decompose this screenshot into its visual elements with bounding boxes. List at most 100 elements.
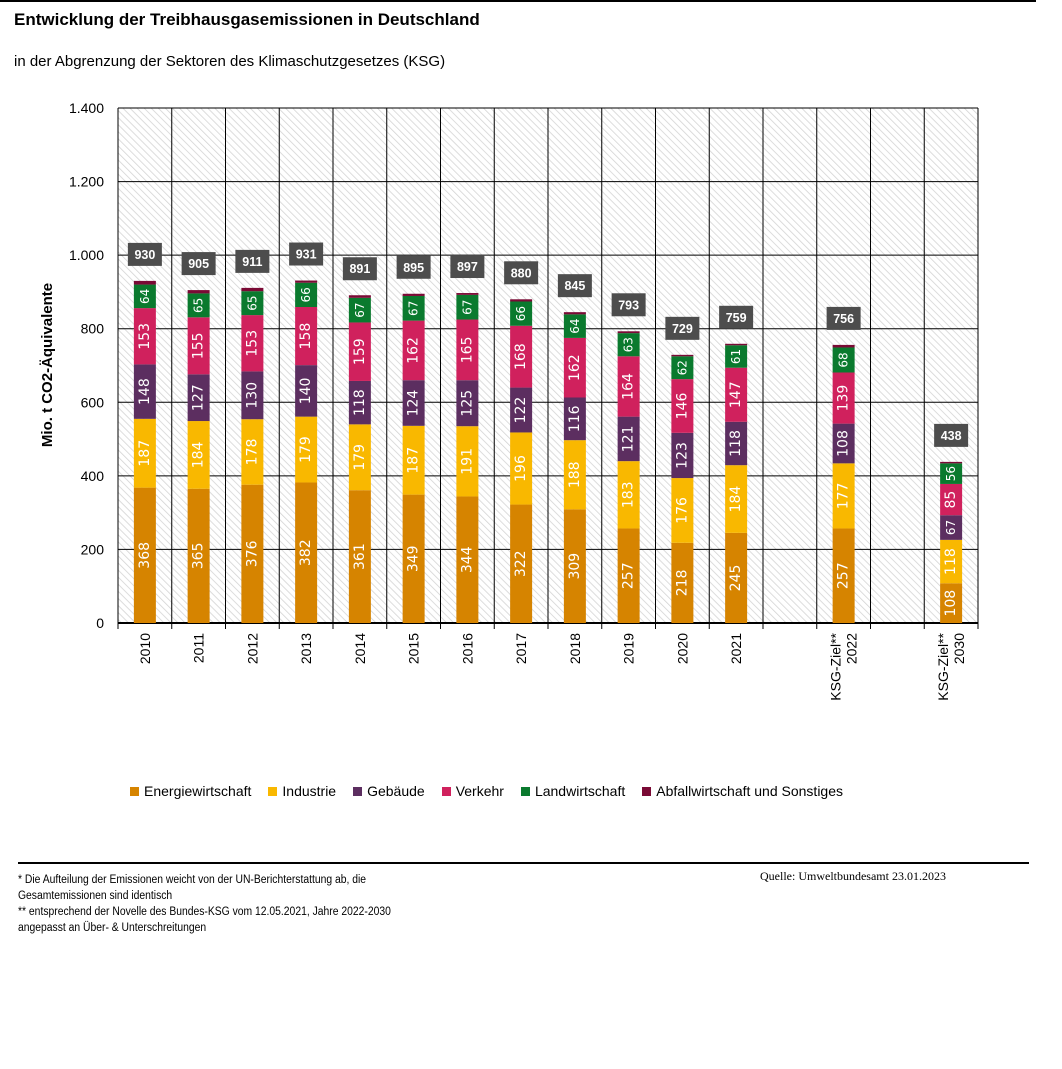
- data-label: 118: [352, 389, 368, 416]
- y-tick-label: 800: [81, 321, 105, 337]
- data-label: 85: [943, 491, 959, 509]
- footnote-line: * Die Aufteilung der Emissionen weicht v…: [18, 874, 367, 886]
- bar-segment-verkehr: [241, 315, 264, 372]
- total-label: 930: [134, 248, 155, 262]
- bar-segment-landwirtschaft: [241, 291, 264, 316]
- legend-swatch: [520, 786, 530, 796]
- data-label: 121: [621, 426, 637, 453]
- bar-segment-energiewirtschaft: [348, 490, 371, 623]
- legend-label: Verkehr: [455, 783, 504, 799]
- data-label: 165: [459, 336, 475, 363]
- x-tick-label: 2012: [244, 633, 260, 664]
- bar-segment-gebäude: [187, 374, 210, 422]
- data-label: 148: [137, 378, 153, 405]
- data-label: 61: [729, 349, 743, 364]
- total-label: 793: [618, 298, 639, 312]
- bar-segment-gebäude: [510, 387, 533, 433]
- data-label: 155: [191, 332, 207, 359]
- bar-segment-landwirtschaft: [348, 297, 371, 323]
- x-tick-label: 2030: [951, 633, 967, 664]
- data-label: 124: [406, 390, 422, 417]
- data-label: 177: [836, 483, 852, 510]
- bar-segment-verkehr: [671, 379, 694, 433]
- total-label-box: [504, 261, 539, 285]
- bar-segment-industrie: [295, 416, 318, 483]
- total-label-box: [181, 252, 216, 276]
- data-label: 63: [622, 337, 636, 352]
- total-label: 759: [726, 311, 747, 325]
- bar-segment-energiewirtschaft: [725, 532, 748, 623]
- chart-title: Entwicklung der Treibhausgasemissionen i…: [14, 10, 480, 29]
- data-label: 139: [836, 385, 852, 412]
- data-label: 245: [728, 565, 744, 592]
- bar-segment-industrie: [241, 419, 264, 485]
- bar-segment-industrie: [348, 424, 371, 491]
- data-label: 187: [406, 447, 422, 474]
- bar-segment-gebäude: [940, 515, 963, 540]
- bar-segment-abfallwirtschaft-und-sonstiges: [671, 354, 694, 357]
- bar-segment-landwirtschaft: [187, 293, 210, 318]
- bar-segment-energiewirtschaft: [510, 504, 533, 623]
- data-label: 130: [244, 382, 260, 409]
- y-tick-label: 1.200: [69, 174, 104, 190]
- bar-segment-verkehr: [725, 367, 748, 422]
- bar-segment-energiewirtschaft: [456, 496, 479, 623]
- legend-label: Industrie: [282, 783, 337, 799]
- y-tick-label: 0: [96, 615, 104, 631]
- legend-label: Gebäude: [367, 783, 425, 799]
- bar-segment-industrie: [510, 432, 533, 505]
- legend-item: Verkehr: [441, 783, 504, 799]
- data-label: 65: [192, 298, 206, 313]
- y-tick-label: 600: [81, 394, 105, 410]
- legend-swatch: [441, 786, 451, 796]
- bar-segment-abfallwirtschaft-und-sonstiges: [617, 331, 640, 334]
- data-label: 146: [674, 393, 690, 420]
- y-tick-label: 1.000: [69, 247, 104, 263]
- bar-segment-abfallwirtschaft-und-sonstiges: [348, 295, 371, 298]
- data-label: 108: [836, 430, 852, 457]
- data-label: 158: [298, 323, 314, 350]
- legend-item: Industrie: [268, 783, 336, 799]
- total-label-box: [396, 255, 431, 279]
- bar-segment-verkehr: [510, 325, 533, 388]
- bar-segment-energiewirtschaft: [133, 487, 156, 623]
- bar-segment-gebäude: [617, 416, 640, 462]
- data-label: 309: [567, 553, 583, 580]
- bar-segment-gebäude: [671, 432, 694, 479]
- bar-segment-landwirtschaft: [671, 356, 694, 380]
- bar-segment-gebäude: [402, 380, 425, 426]
- x-tick-label: 2020: [674, 633, 690, 664]
- x-tick-label: 2017: [513, 633, 529, 664]
- legend-item: Abfallwirtschaft und Sonstiges: [642, 783, 843, 799]
- data-label: 56: [944, 466, 958, 481]
- footnote-line: ** entsprechend der Novelle des Bundes-K…: [18, 906, 391, 918]
- stacked-bar-chart: Mio. t CO2-Äquivalente 0 200 400 600 800 1.00…: [39, 100, 979, 701]
- bar-segment-energiewirtschaft: [940, 583, 963, 623]
- bar-segment-gebäude: [832, 423, 855, 464]
- total-label-box: [557, 274, 592, 298]
- bar-segment-energiewirtschaft: [402, 494, 425, 623]
- y-tick-label: 400: [81, 468, 105, 484]
- bar-segment-verkehr: [133, 308, 156, 365]
- bar-segment-verkehr: [295, 307, 318, 366]
- legend-swatch: [130, 786, 139, 796]
- bar-segment-landwirtschaft: [563, 314, 586, 338]
- bar-segment-energiewirtschaft: [832, 528, 855, 623]
- bar-segment-abfallwirtschaft-und-sonstiges: [295, 280, 318, 283]
- data-label: 382: [298, 539, 314, 566]
- legend: Energiewirtschaft Industrie Gebäude Verkehr…: [130, 783, 860, 799]
- total-label: 880: [511, 266, 532, 280]
- bar-segment-abfallwirtschaft-und-sonstiges: [940, 461, 963, 464]
- bar-segment-energiewirtschaft: [671, 542, 694, 623]
- data-label: 67: [944, 520, 958, 535]
- source-note: Quelle: Umweltbundesamt 23.01.2023: [760, 869, 946, 883]
- legend-label: Energiewirtschaft: [144, 783, 252, 799]
- data-label: 257: [621, 562, 637, 589]
- legend-swatch: [268, 786, 278, 796]
- data-label: 365: [191, 542, 207, 569]
- data-label: 68: [837, 352, 851, 367]
- bar-segment-landwirtschaft: [456, 294, 479, 320]
- bar-segment-industrie: [671, 478, 694, 543]
- legend-item: Gebäude: [353, 783, 425, 799]
- total-label-box: [450, 255, 485, 279]
